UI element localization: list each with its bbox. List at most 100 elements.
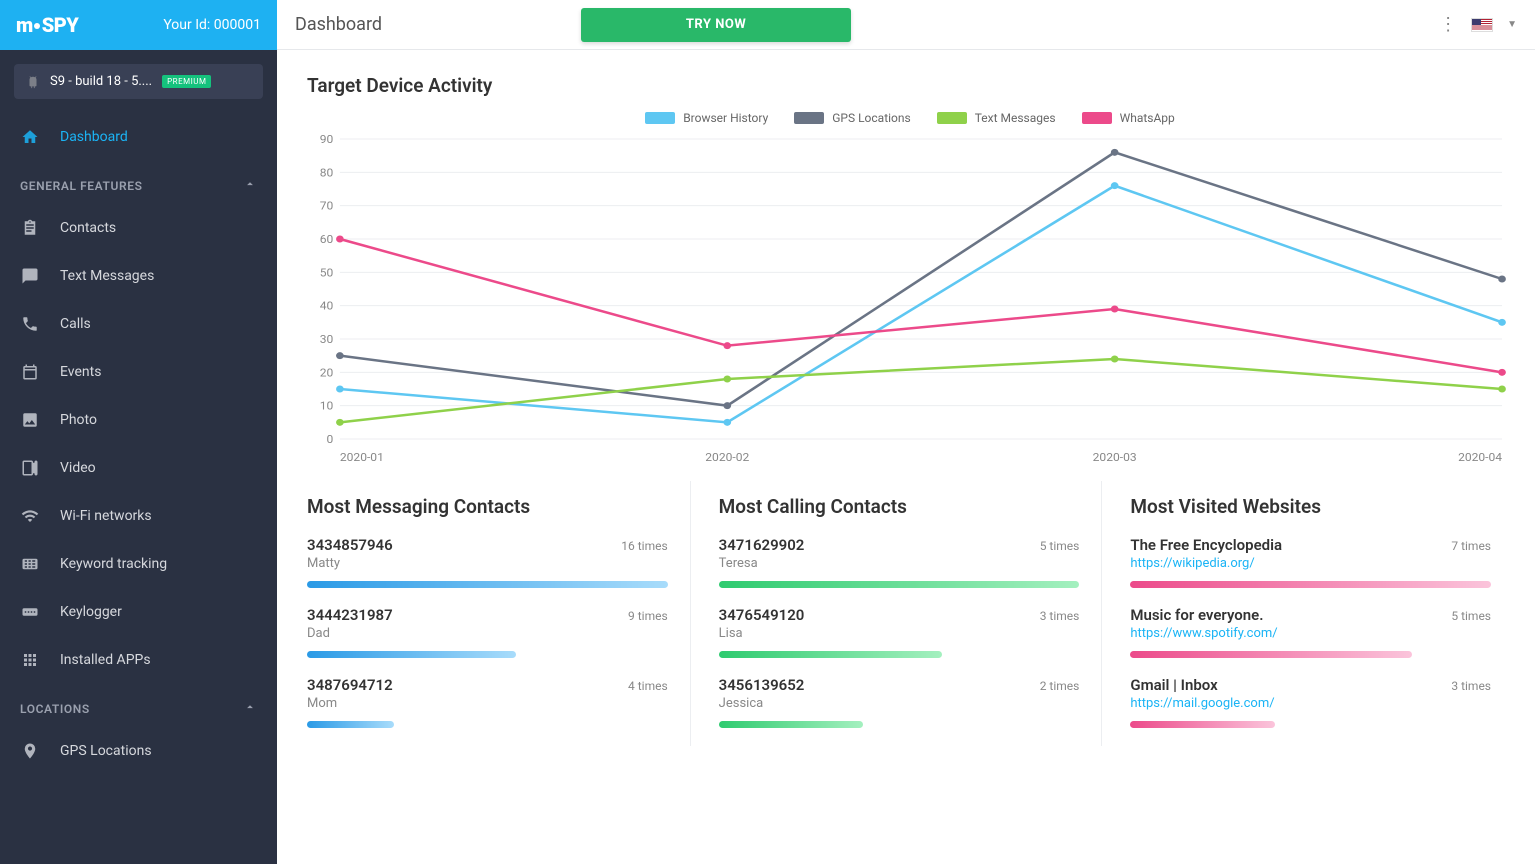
entry-bar [1130, 721, 1274, 728]
legend-label: WhatsApp [1120, 111, 1175, 125]
legend-swatch [645, 112, 675, 124]
clipboard-icon [20, 218, 40, 238]
legend-item[interactable]: WhatsApp [1082, 111, 1175, 125]
activity-chart: Browser History GPS Locations Text Message… [307, 111, 1513, 469]
entry-name: Lisa [719, 626, 1080, 641]
section-label: LOCATIONS [20, 702, 90, 716]
svg-text:2020-03: 2020-03 [1093, 451, 1137, 464]
keylogger-icon [20, 602, 40, 622]
entry-title: 3444231987 [307, 606, 393, 624]
nav-calls[interactable]: Calls [0, 300, 277, 348]
nav-apps[interactable]: Installed APPs [0, 636, 277, 684]
page-title: Dashboard [295, 14, 382, 35]
entry-title: 3434857946 [307, 536, 393, 554]
message-icon [20, 266, 40, 286]
entry-count: 3 times [1451, 679, 1491, 693]
entry-url[interactable]: https://mail.google.com/ [1130, 696, 1491, 711]
svg-text:60: 60 [320, 233, 334, 246]
svg-text:70: 70 [320, 199, 334, 212]
legend-swatch [937, 112, 967, 124]
svg-text:2020-04: 2020-04 [1458, 451, 1503, 464]
svg-text:20: 20 [320, 366, 334, 379]
entry-count: 9 times [628, 609, 668, 623]
entry-name: Jessica [719, 696, 1080, 711]
svg-text:2020-02: 2020-02 [705, 451, 750, 464]
nav-label: Contacts [60, 220, 116, 236]
nav-keyword[interactable]: Keyword tracking [0, 540, 277, 588]
nav-contacts[interactable]: Contacts [0, 204, 277, 252]
nav-dashboard[interactable]: Dashboard [0, 113, 277, 161]
chevron-up-icon [243, 700, 257, 717]
messaging-title: Most Messaging Contacts [307, 495, 668, 518]
legend-item[interactable]: Browser History [645, 111, 768, 125]
chevron-down-icon[interactable]: ▼ [1507, 19, 1517, 30]
entry-bar [1130, 581, 1491, 588]
legend-swatch [794, 112, 824, 124]
nav-label: Calls [60, 316, 91, 332]
list-item: 34716299025 timesTeresa [719, 536, 1080, 588]
svg-text:2020-01: 2020-01 [340, 451, 384, 464]
nav-events[interactable]: Events [0, 348, 277, 396]
entry-count: 5 times [1040, 539, 1080, 553]
calling-title: Most Calling Contacts [719, 495, 1080, 518]
premium-badge: PREMIUM [162, 75, 211, 88]
list-item: 34765491203 timesLisa [719, 606, 1080, 658]
entry-url[interactable]: https://www.spotify.com/ [1130, 626, 1491, 641]
nav-label: Video [60, 460, 96, 476]
nav-label: GPS Locations [60, 743, 152, 759]
video-icon [20, 458, 40, 478]
chevron-up-icon [243, 177, 257, 194]
nav-label: Events [60, 364, 101, 380]
nav-text-messages[interactable]: Text Messages [0, 252, 277, 300]
more-menu-icon[interactable]: ⋮ [1439, 14, 1457, 35]
nav-video[interactable]: Video [0, 444, 277, 492]
svg-text:50: 50 [320, 266, 334, 279]
entry-count: 7 times [1451, 539, 1491, 553]
list-item: 3444231987 9 times Dad [307, 606, 668, 658]
nav-keylogger[interactable]: Keylogger [0, 588, 277, 636]
section-locations[interactable]: LOCATIONS [0, 684, 277, 727]
svg-text:90: 90 [320, 133, 334, 146]
nav-label: Text Messages [60, 268, 154, 284]
nav-label: Photo [60, 412, 97, 428]
apps-icon [20, 650, 40, 670]
entry-bar [307, 651, 516, 658]
legend-label: Text Messages [975, 111, 1056, 125]
list-item: Music for everyone. 5 times https://www.sp… [1130, 606, 1491, 658]
entry-count: 5 times [1451, 609, 1491, 623]
nav-photo[interactable]: Photo [0, 396, 277, 444]
flag-us-icon[interactable] [1471, 18, 1493, 32]
calendar-icon [20, 362, 40, 382]
section-label: GENERAL FEATURES [20, 179, 143, 193]
websites-card: Most Visited Websites The Free Encyclope… [1101, 481, 1513, 746]
entry-title: 3487694712 [307, 676, 393, 694]
device-name: S9 - build 18 - 5.... [50, 74, 152, 89]
calling-card: Most Calling Contacts 34716299025 timesT… [690, 481, 1102, 746]
device-selector[interactable]: S9 - build 18 - 5.... PREMIUM [14, 64, 263, 99]
try-now-button[interactable]: TRY NOW [581, 8, 851, 42]
nav-label: Keyword tracking [60, 556, 167, 572]
entry-name: Mom [307, 696, 668, 711]
logo: mSPY [16, 13, 78, 37]
legend-item[interactable]: Text Messages [937, 111, 1056, 125]
entry-bar [307, 721, 394, 728]
entry-bar [307, 581, 668, 588]
entry-url[interactable]: https://wikipedia.org/ [1130, 556, 1491, 571]
nav-wifi[interactable]: Wi-Fi networks [0, 492, 277, 540]
nav-gps[interactable]: GPS Locations [0, 727, 277, 775]
entry-title: The Free Encyclopedia [1130, 536, 1282, 554]
entry-title: Music for everyone. [1130, 606, 1263, 624]
main: Dashboard TRY NOW ⋮ ▼ Target Device Acti… [277, 0, 1535, 864]
activity-title: Target Device Activity [307, 74, 1513, 97]
entry-count: 16 times [621, 539, 667, 553]
entry-name: Matty [307, 556, 668, 571]
svg-text:30: 30 [320, 333, 334, 346]
entry-name: Dad [307, 626, 668, 641]
entry-bar [719, 721, 863, 728]
topbar: Dashboard TRY NOW ⋮ ▼ [277, 0, 1535, 50]
section-general-features[interactable]: GENERAL FEATURES [0, 161, 277, 204]
websites-title: Most Visited Websites [1130, 495, 1491, 518]
home-icon [20, 127, 40, 147]
legend-item[interactable]: GPS Locations [794, 111, 910, 125]
phone-icon [20, 314, 40, 334]
